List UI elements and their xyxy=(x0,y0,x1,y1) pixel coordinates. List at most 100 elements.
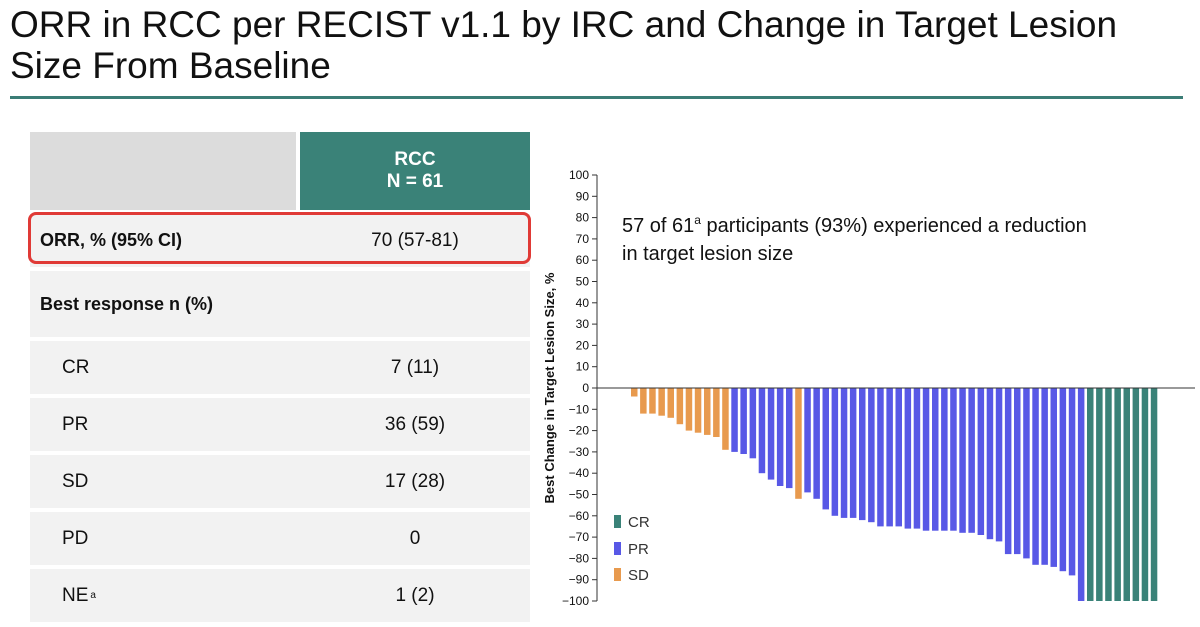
row-value xyxy=(300,271,530,337)
bar-pr xyxy=(758,388,766,474)
chart-annotation-line1: 57 of 61a participants (93%) experienced… xyxy=(622,213,1087,237)
bar-pr xyxy=(932,388,939,531)
bar-sd xyxy=(694,388,702,433)
y-axis: 1009080706050403020100−10−20−30−40−50−60… xyxy=(562,168,598,608)
legend: CR PR SD xyxy=(614,514,650,584)
row-value: 36 (59) xyxy=(300,398,530,451)
header-rcc-cell: RCC N = 61 xyxy=(300,132,530,210)
bar-pr xyxy=(904,388,912,529)
bar-cr xyxy=(1105,388,1112,601)
bar-cr xyxy=(1114,388,1121,601)
y-tick-label: −90 xyxy=(569,573,590,587)
y-tick-label: 90 xyxy=(576,189,590,203)
bar-pr xyxy=(941,388,948,531)
bar-pr xyxy=(1068,388,1076,576)
chart-annotation-line2: in target lesion size xyxy=(622,243,793,265)
header-rcc-label: RCC xyxy=(394,149,436,170)
table-row-pr: PR 36 (59) xyxy=(30,398,530,451)
y-tick-label: −20 xyxy=(569,424,590,438)
y-tick-label: −40 xyxy=(569,466,590,480)
table-row-pd: PD 0 xyxy=(30,512,530,565)
y-tick-label: 0 xyxy=(582,381,589,395)
bar-pr xyxy=(1050,388,1057,567)
bar-sd xyxy=(722,388,729,450)
y-tick-label: 40 xyxy=(576,296,590,310)
table-row-sd: SD 17 (28) xyxy=(30,455,530,508)
bar-pr xyxy=(1004,388,1012,555)
bar-pr xyxy=(740,388,747,454)
row-label: Best response n (%) xyxy=(30,271,306,337)
bar-pr xyxy=(895,388,902,527)
row-label: NE a xyxy=(30,569,328,622)
table-row-orr: ORR, % (95% CI) 70 (57-81) xyxy=(30,214,530,267)
row-label: PD xyxy=(30,512,328,565)
annotation-text-a: 57 of 61 xyxy=(622,215,694,237)
bar-pr xyxy=(767,388,775,480)
title-divider xyxy=(10,96,1183,99)
bar-pr xyxy=(731,388,738,452)
bar-pr xyxy=(922,388,930,531)
bar-pr xyxy=(977,388,985,535)
bar-pr xyxy=(804,388,811,493)
waterfall-chart: 1009080706050403020100−10−20−30−40−50−60… xyxy=(542,168,1195,608)
bar-cr xyxy=(1087,388,1094,601)
legend-swatch-sd xyxy=(614,568,621,581)
y-tick-label: 20 xyxy=(576,338,590,352)
bar-pr xyxy=(1077,388,1085,601)
bar-pr xyxy=(1014,388,1021,555)
bar-cr xyxy=(1096,388,1103,601)
bar-pr xyxy=(913,388,921,529)
bar-pr xyxy=(840,388,848,518)
bar-pr xyxy=(1032,388,1039,565)
bar-sd xyxy=(713,388,720,437)
bar-pr xyxy=(950,388,957,531)
y-tick-label: −100 xyxy=(562,594,589,608)
y-tick-label: 100 xyxy=(569,168,589,182)
bar-sd xyxy=(640,388,647,414)
bar-pr xyxy=(986,388,994,540)
y-tick-label: 30 xyxy=(576,317,590,331)
bar-pr xyxy=(822,388,829,510)
row-value: 7 (11) xyxy=(300,341,530,394)
legend-label-pr: PR xyxy=(628,541,649,558)
bar-sd xyxy=(631,388,638,397)
legend-label-cr: CR xyxy=(628,514,650,531)
bar-pr xyxy=(1023,388,1030,559)
bars-group xyxy=(631,388,1158,601)
bar-pr xyxy=(849,388,857,518)
bar-pr xyxy=(959,388,966,533)
y-axis-label: Best Change in Target Lesion Size, % xyxy=(542,272,557,503)
bar-cr xyxy=(1132,388,1140,601)
row-value: 70 (57-81) xyxy=(300,214,530,267)
row-label: ORR, % (95% CI) xyxy=(30,214,306,267)
bar-cr xyxy=(1141,388,1149,601)
legend-swatch-cr xyxy=(614,515,621,528)
bar-pr xyxy=(886,388,893,527)
y-tick-label: 10 xyxy=(576,360,590,374)
header-blank-cell xyxy=(30,132,296,210)
bar-sd xyxy=(658,388,665,416)
y-tick-label: 60 xyxy=(576,253,590,267)
row-label: SD xyxy=(30,455,328,508)
table-row-best-response: Best response n (%) xyxy=(30,271,530,337)
page-title: ORR in RCC per RECIST v1.1 by IRC and Ch… xyxy=(10,4,1118,86)
annotation-footnote: a xyxy=(694,213,701,227)
y-tick-label: −60 xyxy=(569,509,590,523)
table-header-row: RCC N = 61 xyxy=(30,132,530,210)
table-row-ne: NE a 1 (2) xyxy=(30,569,530,622)
y-tick-label: −50 xyxy=(569,488,590,502)
bar-sd xyxy=(667,388,674,418)
y-tick-label: 80 xyxy=(576,211,590,225)
legend-swatch-pr xyxy=(614,542,621,555)
annotation-text-b: participants (93%) experienced a reducti… xyxy=(701,215,1087,237)
bar-sd xyxy=(649,388,656,414)
bar-sd xyxy=(704,388,711,435)
bar-pr xyxy=(1041,388,1048,565)
y-tick-label: −30 xyxy=(569,445,590,459)
legend-label-sd: SD xyxy=(628,567,649,584)
bar-cr xyxy=(1150,388,1158,601)
row-value: 17 (28) xyxy=(300,455,530,508)
y-tick-label: −70 xyxy=(569,530,590,544)
bar-pr xyxy=(786,388,793,489)
y-tick-label: 70 xyxy=(576,232,590,246)
